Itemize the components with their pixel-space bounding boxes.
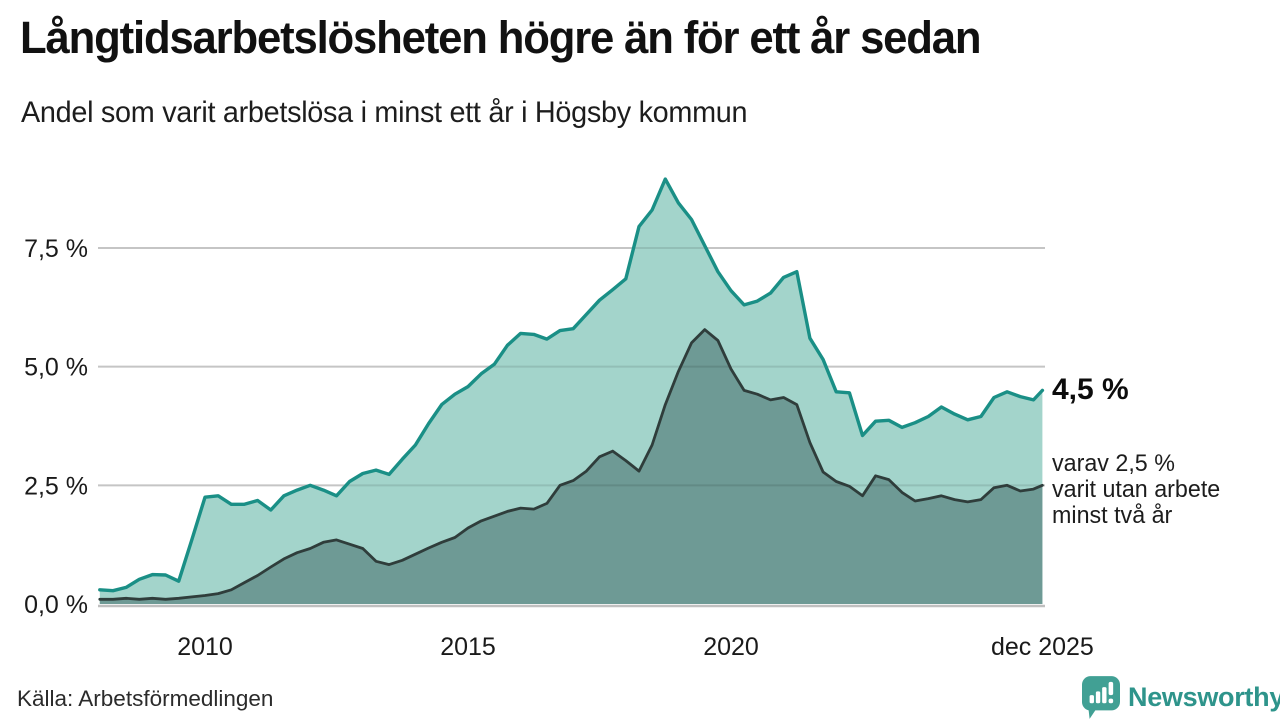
newsworthy-logo: Newsworthy [1082,676,1280,720]
y-axis-label: 7,5 % [24,235,88,263]
y-axis-label: 5,0 % [24,354,88,382]
chart-subtitle: Andel som varit arbetslösa i minst ett å… [21,96,748,129]
x-axis-label: 2020 [703,633,759,660]
x-axis-label: dec 2025 [991,633,1094,660]
x-axis-label: 2010 [177,633,233,660]
newsworthy-wordmark: Newsworthy [1128,682,1280,712]
line-series-2 [98,328,1044,601]
y-axis-label: 2,5 % [24,472,88,500]
area-fill-series-2 [99,329,1043,604]
x-axis-label: 2015 [440,633,496,660]
line-series-1 [98,177,1045,593]
source-text: Källa: Arbetsförmedlingen [17,686,274,711]
newsworthy-icon [1082,676,1120,719]
area-chart: 0,0 % 2,5 % 5,0 % 7,5 % 2010 2015 2020 dec 2025 [24,177,1094,660]
y-axis-label: 0,0 % [24,591,88,619]
end-value-label: 4,5 % [1052,373,1129,406]
page-title: Långtidsarbetslösheten högre än för ett … [20,12,982,63]
end-sub-label: varav 2,5 % varit utan arbete minst två … [1052,450,1221,529]
